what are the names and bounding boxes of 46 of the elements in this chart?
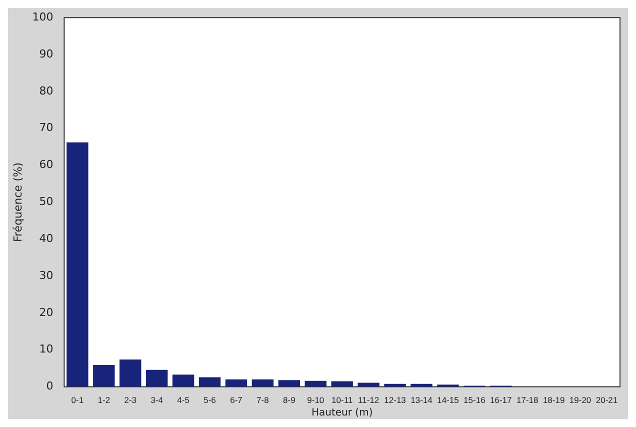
y-tick-label: 40 [39,232,54,245]
y-tick-label: 0 [46,380,54,393]
x-tick-label: 17-18 [516,395,539,406]
bar [304,380,326,387]
bar [225,379,248,387]
x-tick-label: 4-5 [177,395,190,406]
y-tick-label: 100 [32,10,54,24]
bar [172,374,194,387]
x-tick-label: 18-19 [542,395,565,406]
x-tick-label: 3-4 [150,395,164,406]
y-tick-label: 80 [39,84,54,98]
bar [252,379,274,387]
x-tick-label: 0-1 [71,395,84,406]
x-tick-label: 20-21 [596,395,618,406]
bar [198,377,221,387]
x-axis-title: Hauteur (m) [311,408,373,419]
x-tick-label: 7-8 [256,395,270,406]
bar [120,359,142,387]
x-tick-label: 11-12 [358,395,380,406]
bar [331,381,353,387]
x-tick-label: 6-7 [230,395,243,406]
y-tick-label: 70 [39,121,54,134]
x-tick-label: 5-6 [204,395,216,406]
x-tick-label: 8-9 [283,395,296,406]
x-tick-label: 15-16 [464,395,486,406]
x-tick-label: 19-20 [569,395,592,406]
x-tick-label: 1-2 [98,395,110,406]
x-tick-label: 13-14 [410,395,433,406]
x-tick-label: 12-13 [384,395,406,406]
x-tick-label: 2-3 [124,395,137,406]
y-axis-title: Fréquence (%) [11,162,24,242]
bar [66,142,88,387]
y-tick-label: 60 [39,158,54,172]
bar [146,370,168,387]
bar [93,365,115,387]
x-tick-label: 14-15 [437,395,460,406]
y-tick-label: 30 [39,268,54,282]
bar [358,382,380,387]
x-tick-label: 10-11 [332,395,353,406]
x-tick-label: 16-17 [490,395,512,406]
bar [278,380,300,387]
y-tick-label: 10 [39,342,54,356]
x-tick-label: 9-10 [307,395,324,406]
y-tick-label: 90 [39,47,54,60]
y-tick-label: 50 [39,195,54,208]
y-tick-label: 20 [39,306,54,319]
